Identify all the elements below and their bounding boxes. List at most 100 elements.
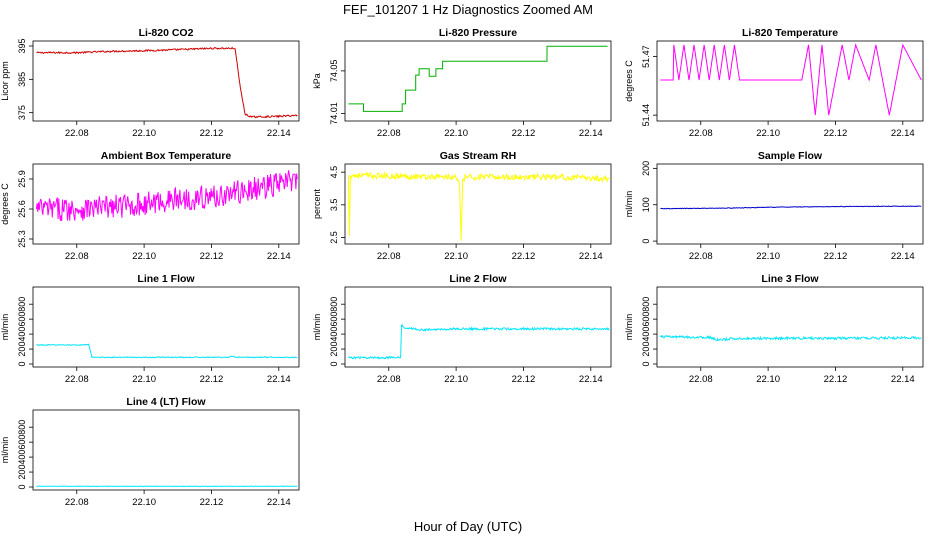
x-tick-label: 22.14: [891, 374, 915, 385]
y-tick-label: 800: [17, 420, 27, 435]
y-axis-label: percent: [312, 188, 322, 219]
y-tick-label: 3.5: [329, 199, 339, 212]
plot-frame: [32, 286, 300, 368]
y-axis-label: ml/min: [0, 437, 10, 464]
panel-line-1-flow: Line 1 Flow ml/min 22.08 22.10 22.12 22.14 0 20…: [0, 273, 300, 385]
series-line: [35, 170, 298, 222]
plot-frame: [344, 40, 612, 122]
x-tick-label: 22.08: [377, 251, 401, 262]
y-tick-label: 600: [329, 312, 339, 327]
x-tick-label: 22.12: [824, 128, 848, 139]
y-tick-label: 0: [17, 485, 27, 490]
y-tick-label: 200: [641, 342, 651, 357]
y-tick-label: 2.5: [329, 231, 339, 244]
x-tick-label: 22.14: [267, 128, 291, 139]
x-tick-label: 22.14: [267, 374, 291, 385]
y-tick-label: 200: [641, 161, 651, 176]
y-tick-label: 0: [17, 362, 27, 367]
panel-li-820-temperature: Li-820 Temperature degrees C 22.08 22.10 22.…: [624, 27, 924, 139]
panel-li-820-pressure: Li-820 Pressure kPa 22.08 22.10 22.12 22.14 74…: [312, 27, 612, 139]
x-tick-label: 22.14: [579, 251, 603, 262]
x-tick-label: 22.12: [512, 128, 536, 139]
y-tick-label: 25.9: [17, 170, 27, 188]
y-axis-label: ml/min: [624, 314, 634, 341]
y-axis-label: Licor ppm: [0, 61, 10, 101]
x-tick-label: 22.12: [200, 128, 224, 139]
series-line: [36, 485, 298, 488]
series-line: [347, 171, 610, 241]
y-tick-label: 800: [329, 297, 339, 312]
x-tick-label: 22.12: [200, 251, 224, 262]
y-tick-label: 375: [17, 105, 27, 120]
panel-title: Line 3 Flow: [761, 273, 819, 285]
plot-frame: [32, 163, 300, 245]
x-tick-label: 22.14: [579, 374, 603, 385]
x-tick-label: 22.12: [200, 497, 224, 508]
x-tick-label: 22.08: [65, 374, 89, 385]
x-tick-label: 22.10: [132, 497, 156, 508]
y-tick-label: 200: [17, 465, 27, 480]
x-tick-label: 22.08: [65, 497, 89, 508]
x-tick-label: 22.12: [512, 374, 536, 385]
y-tick-label: 0: [641, 239, 651, 244]
y-axis-label: degrees C: [0, 183, 10, 225]
series-line: [36, 46, 298, 119]
x-tick-label: 22.08: [689, 128, 713, 139]
plot-frame: [656, 40, 924, 122]
y-tick-label: 25.6: [17, 200, 27, 218]
y-tick-label: 385: [17, 72, 27, 87]
x-tick-label: 22.10: [756, 128, 780, 139]
x-tick-label: 22.08: [65, 128, 89, 139]
x-tick-label: 22.12: [824, 251, 848, 262]
x-tick-label: 22.10: [444, 251, 468, 262]
series-line: [348, 323, 610, 360]
panel-li-820-co2: Li-820 CO2 Licor ppm 22.08 22.10 22.12 22.14 3…: [0, 27, 300, 139]
series-line: [36, 343, 298, 359]
y-tick-label: 395: [17, 38, 27, 53]
y-tick-label: 200: [329, 342, 339, 357]
panel-title: Line 4 (LT) Flow: [126, 396, 206, 408]
plot-frame: [656, 286, 924, 368]
y-tick-label: 0: [641, 362, 651, 367]
x-tick-label: 22.10: [132, 374, 156, 385]
panel-gas-stream-rh: Gas Stream RH percent 22.08 22.10 22.12 22.14…: [312, 150, 612, 262]
panel-line-4-lt-flow: Line 4 (LT) Flow ml/min 22.08 22.10 22.12 22.…: [0, 396, 300, 508]
panel-line-2-flow: Line 2 Flow ml/min 22.08 22.10 22.12 22.14 0 20…: [312, 273, 612, 385]
series-line: [660, 205, 922, 210]
x-tick-label: 22.12: [512, 251, 536, 262]
x-tick-label: 22.14: [579, 128, 603, 139]
y-tick-label: 600: [17, 312, 27, 327]
y-tick-label: 400: [329, 327, 339, 342]
x-tick-label: 22.14: [267, 497, 291, 508]
y-tick-label: 51.44: [641, 104, 651, 127]
panel-title: Sample Flow: [758, 150, 823, 162]
y-tick-label: 100: [641, 197, 651, 212]
panel-title: Gas Stream RH: [440, 150, 516, 162]
panel-title: Li-820 Pressure: [439, 27, 517, 39]
series-line: [659, 334, 922, 342]
y-tick-label: 600: [641, 312, 651, 327]
x-tick-label: 22.12: [824, 374, 848, 385]
panel-title: Li-820 CO2: [139, 27, 194, 39]
x-tick-label: 22.10: [444, 374, 468, 385]
y-axis-label: ml/min: [0, 314, 10, 341]
plot-frame: [344, 286, 612, 368]
plot-frame: [32, 40, 300, 122]
y-axis-label: ml/min: [624, 191, 634, 218]
panel-ambient-box-temperature: Ambient Box Temperature degrees C 22.08 22.…: [0, 150, 300, 262]
panel-line-3-flow: Line 3 Flow ml/min 22.08 22.10 22.12 22.14 0 20…: [624, 273, 924, 385]
x-tick-label: 22.08: [377, 374, 401, 385]
plot-frame: [656, 163, 924, 245]
y-axis-label: degrees C: [624, 60, 634, 102]
panel-title: Line 1 Flow: [137, 273, 195, 285]
y-tick-label: 800: [17, 297, 27, 312]
x-tick-label: 22.08: [377, 128, 401, 139]
series-line: [348, 45, 608, 112]
y-tick-label: 74.01: [329, 102, 339, 125]
y-tick-label: 51.47: [641, 45, 651, 68]
y-axis-label: kPa: [312, 73, 322, 89]
x-tick-label: 22.08: [689, 374, 713, 385]
x-tick-label: 22.10: [444, 128, 468, 139]
x-tick-label: 22.14: [891, 128, 915, 139]
